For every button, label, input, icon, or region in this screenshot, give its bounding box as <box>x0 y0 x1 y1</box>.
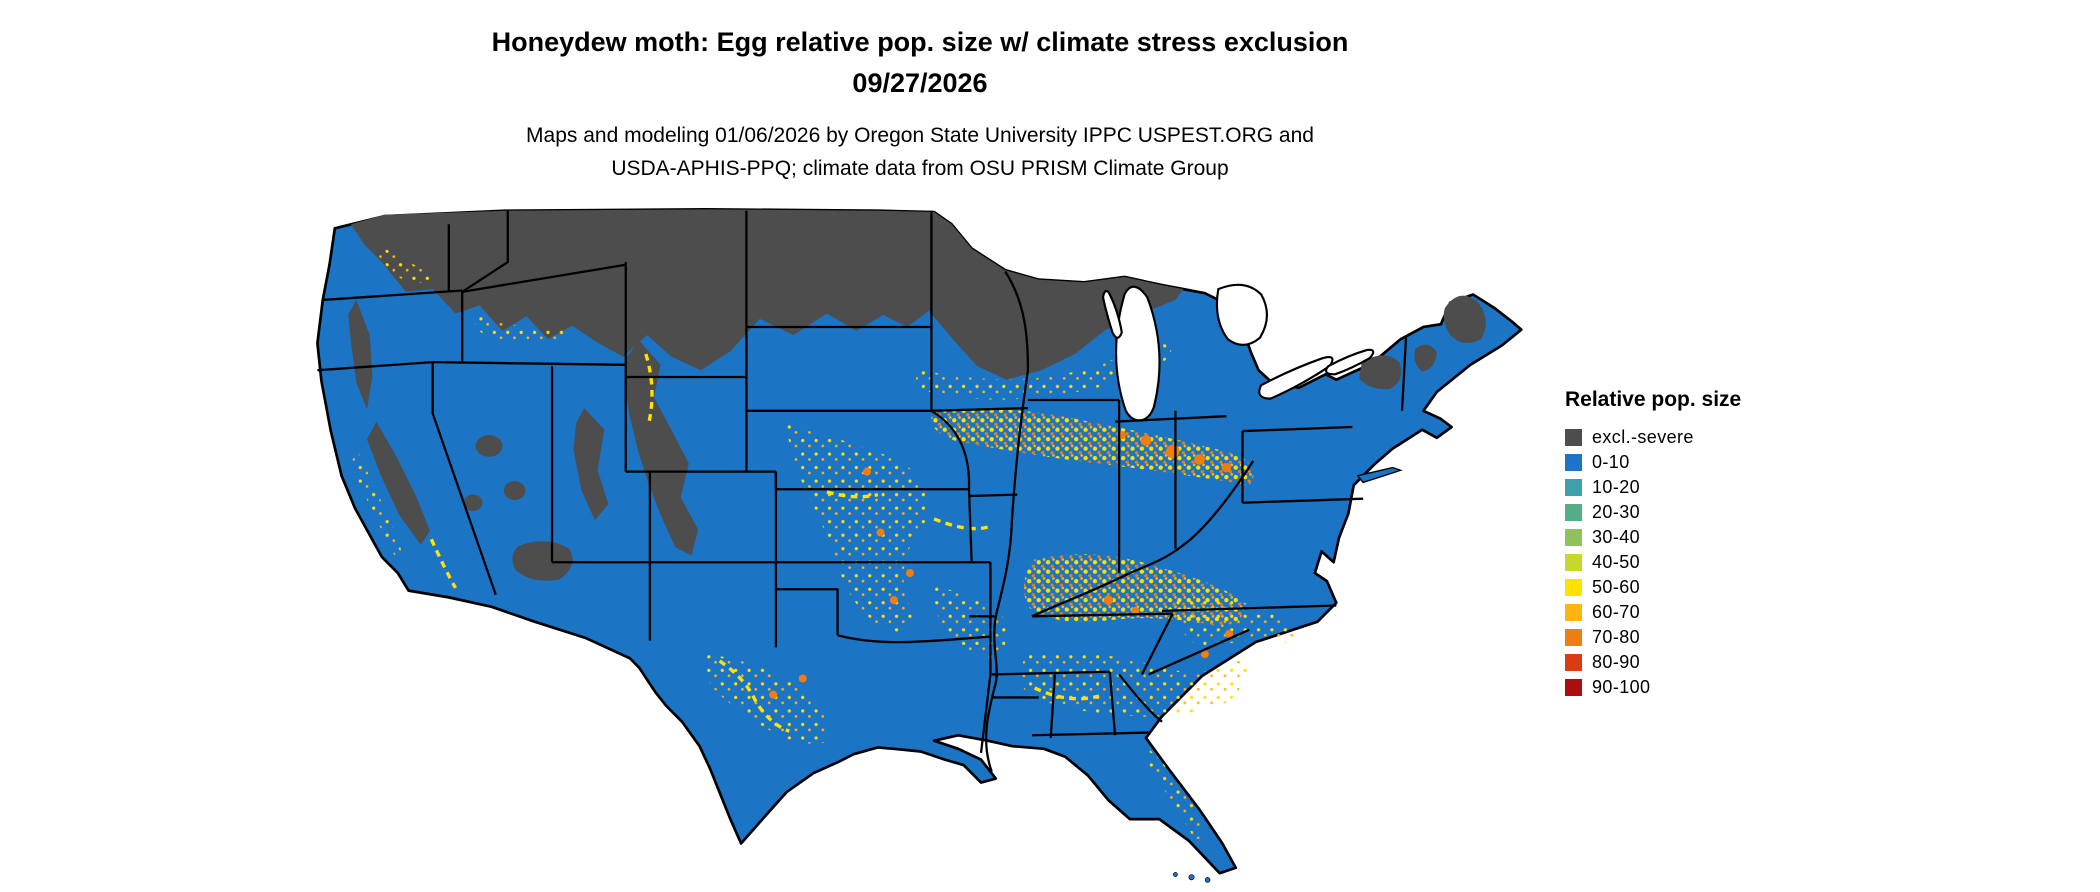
legend-item-label: 0-10 <box>1592 452 1630 472</box>
legend-item-label: 20-30 <box>1592 502 1641 522</box>
legend-item: 10-20 <box>1565 475 1895 500</box>
legend-swatch <box>1565 654 1582 671</box>
green-bay <box>1101 290 1123 339</box>
legend-items: excl.-severe 0-10 10-20 20-30 30-40 40-5… <box>1565 425 1895 700</box>
legend-item-label: 60-70 <box>1592 602 1641 622</box>
legend-item: 60-70 <box>1565 600 1895 625</box>
legend-swatch <box>1565 679 1582 696</box>
legend-title: Relative pop. size <box>1565 388 1742 411</box>
lake-huron <box>1215 283 1269 346</box>
legend-item: 80-90 <box>1565 650 1895 675</box>
legend-swatch <box>1565 454 1582 471</box>
legend-item-label: 50-60 <box>1592 577 1641 597</box>
map-title-line2: 09/27/2026 <box>852 68 988 98</box>
state-borders <box>317 210 1408 773</box>
legend-item: excl.-severe <box>1565 425 1895 450</box>
legend-item-label: 70-80 <box>1592 627 1641 647</box>
legend-swatch <box>1565 629 1582 646</box>
legend-swatch <box>1565 604 1582 621</box>
legend-item: 50-60 <box>1565 575 1895 600</box>
great-lakes <box>1101 283 1375 422</box>
exclusion-region <box>348 209 1486 581</box>
legend-item: 40-50 <box>1565 550 1895 575</box>
lake-michigan <box>1115 285 1161 422</box>
long-island <box>1356 466 1403 484</box>
florida-keys <box>1173 872 1211 883</box>
us-map-svg <box>316 208 1523 883</box>
legend-item-label: 40-50 <box>1592 552 1641 572</box>
legend-item: 70-80 <box>1565 625 1895 650</box>
legend-item-label: 30-40 <box>1592 527 1641 547</box>
hotspot-river-bands <box>429 353 1100 733</box>
legend-swatch <box>1565 429 1582 446</box>
legend-item: 20-30 <box>1565 500 1895 525</box>
legend-swatch <box>1565 529 1582 546</box>
legend-item: 90-100 <box>1565 675 1895 700</box>
map-subtitle-line2: USDA-APHIS-PPQ; climate data from OSU PR… <box>611 157 1229 180</box>
legend-item-label: 90-100 <box>1592 677 1651 697</box>
figure-header: Honeydew moth: Egg relative pop. size w/… <box>300 22 1540 185</box>
us-landmass <box>316 208 1523 883</box>
legend-swatch <box>1565 554 1582 571</box>
legend: Relative pop. size excl.-severe 0-10 10-… <box>1565 388 1895 700</box>
legend-item: 0-10 <box>1565 450 1895 475</box>
legend-item: 30-40 <box>1565 525 1895 550</box>
legend-item-label: 10-20 <box>1592 477 1641 497</box>
legend-swatch <box>1565 579 1582 596</box>
legend-item-label: 80-90 <box>1592 652 1641 672</box>
map-title-line1: Honeydew moth: Egg relative pop. size w/… <box>491 27 1349 57</box>
lake-ontario <box>1324 348 1375 376</box>
map-subtitle: Maps and modeling 01/06/2026 by Oregon S… <box>300 119 1540 185</box>
legend-item-label: excl.-severe <box>1592 427 1694 447</box>
us-map <box>304 208 1524 884</box>
legend-swatch <box>1565 504 1582 521</box>
legend-swatch <box>1565 479 1582 496</box>
population-hotspots <box>352 247 1298 839</box>
map-subtitle-line1: Maps and modeling 01/06/2026 by Oregon S… <box>526 124 1314 147</box>
